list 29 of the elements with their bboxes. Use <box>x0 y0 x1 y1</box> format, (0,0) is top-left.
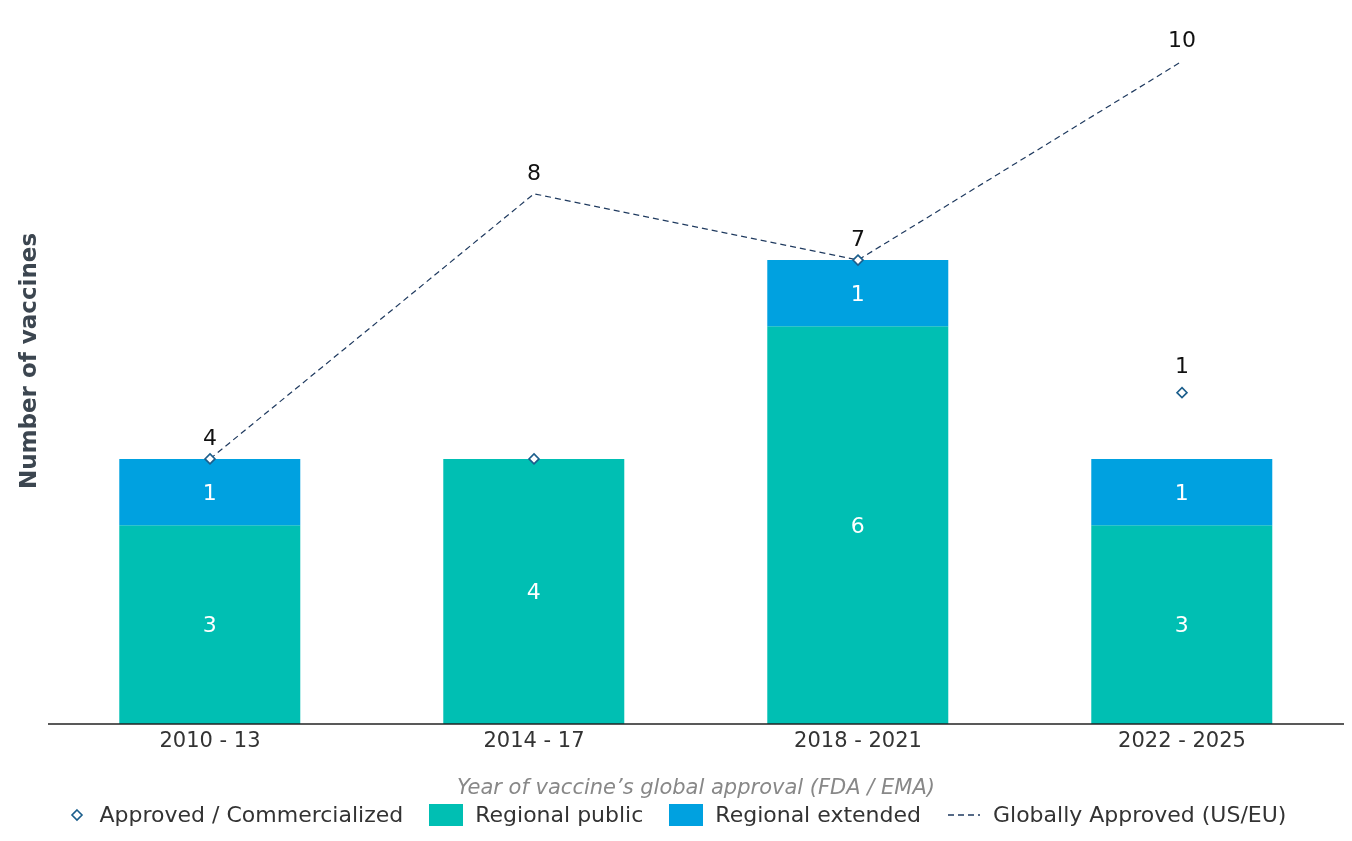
x-tick-label: 2018 - 2021 <box>794 727 922 752</box>
bar <box>443 458 625 724</box>
x-tick-label: 2010 - 13 <box>159 727 261 752</box>
x-tick-label: 2014 - 17 <box>483 727 585 752</box>
data-label: 8 <box>527 159 541 185</box>
legend-label: Regional extended <box>715 802 921 827</box>
annotation: 1 <box>1175 352 1189 378</box>
data-label: 1 <box>202 479 217 505</box>
data-label: 4 <box>203 424 217 450</box>
bar <box>119 525 301 724</box>
data-label: 3 <box>202 612 217 638</box>
x-tick-label: 2022 - 2025 <box>1118 727 1246 752</box>
bar <box>119 458 301 526</box>
bar <box>1091 458 1273 526</box>
y-axis-title: Number of vaccines <box>15 231 41 492</box>
data-label: 3 <box>1174 612 1189 638</box>
data-label: 10 <box>1168 27 1196 53</box>
legend-label: Approved / Commercialized <box>99 802 404 827</box>
data-label: 1 <box>1174 479 1189 505</box>
x-axis-title: Year of vaccine’s global approval (FDA / EMA) <box>457 775 935 799</box>
legend-label: Regional public <box>475 802 644 827</box>
legend-label: Globally Approved (US/EU) <box>992 802 1287 827</box>
data-label: 7 <box>851 226 865 252</box>
data-label: 4 <box>526 579 541 605</box>
bar <box>767 326 949 724</box>
data-label: 6 <box>850 512 865 538</box>
bar <box>767 260 949 327</box>
data-label: 1 <box>850 281 865 307</box>
bar <box>1091 525 1273 724</box>
